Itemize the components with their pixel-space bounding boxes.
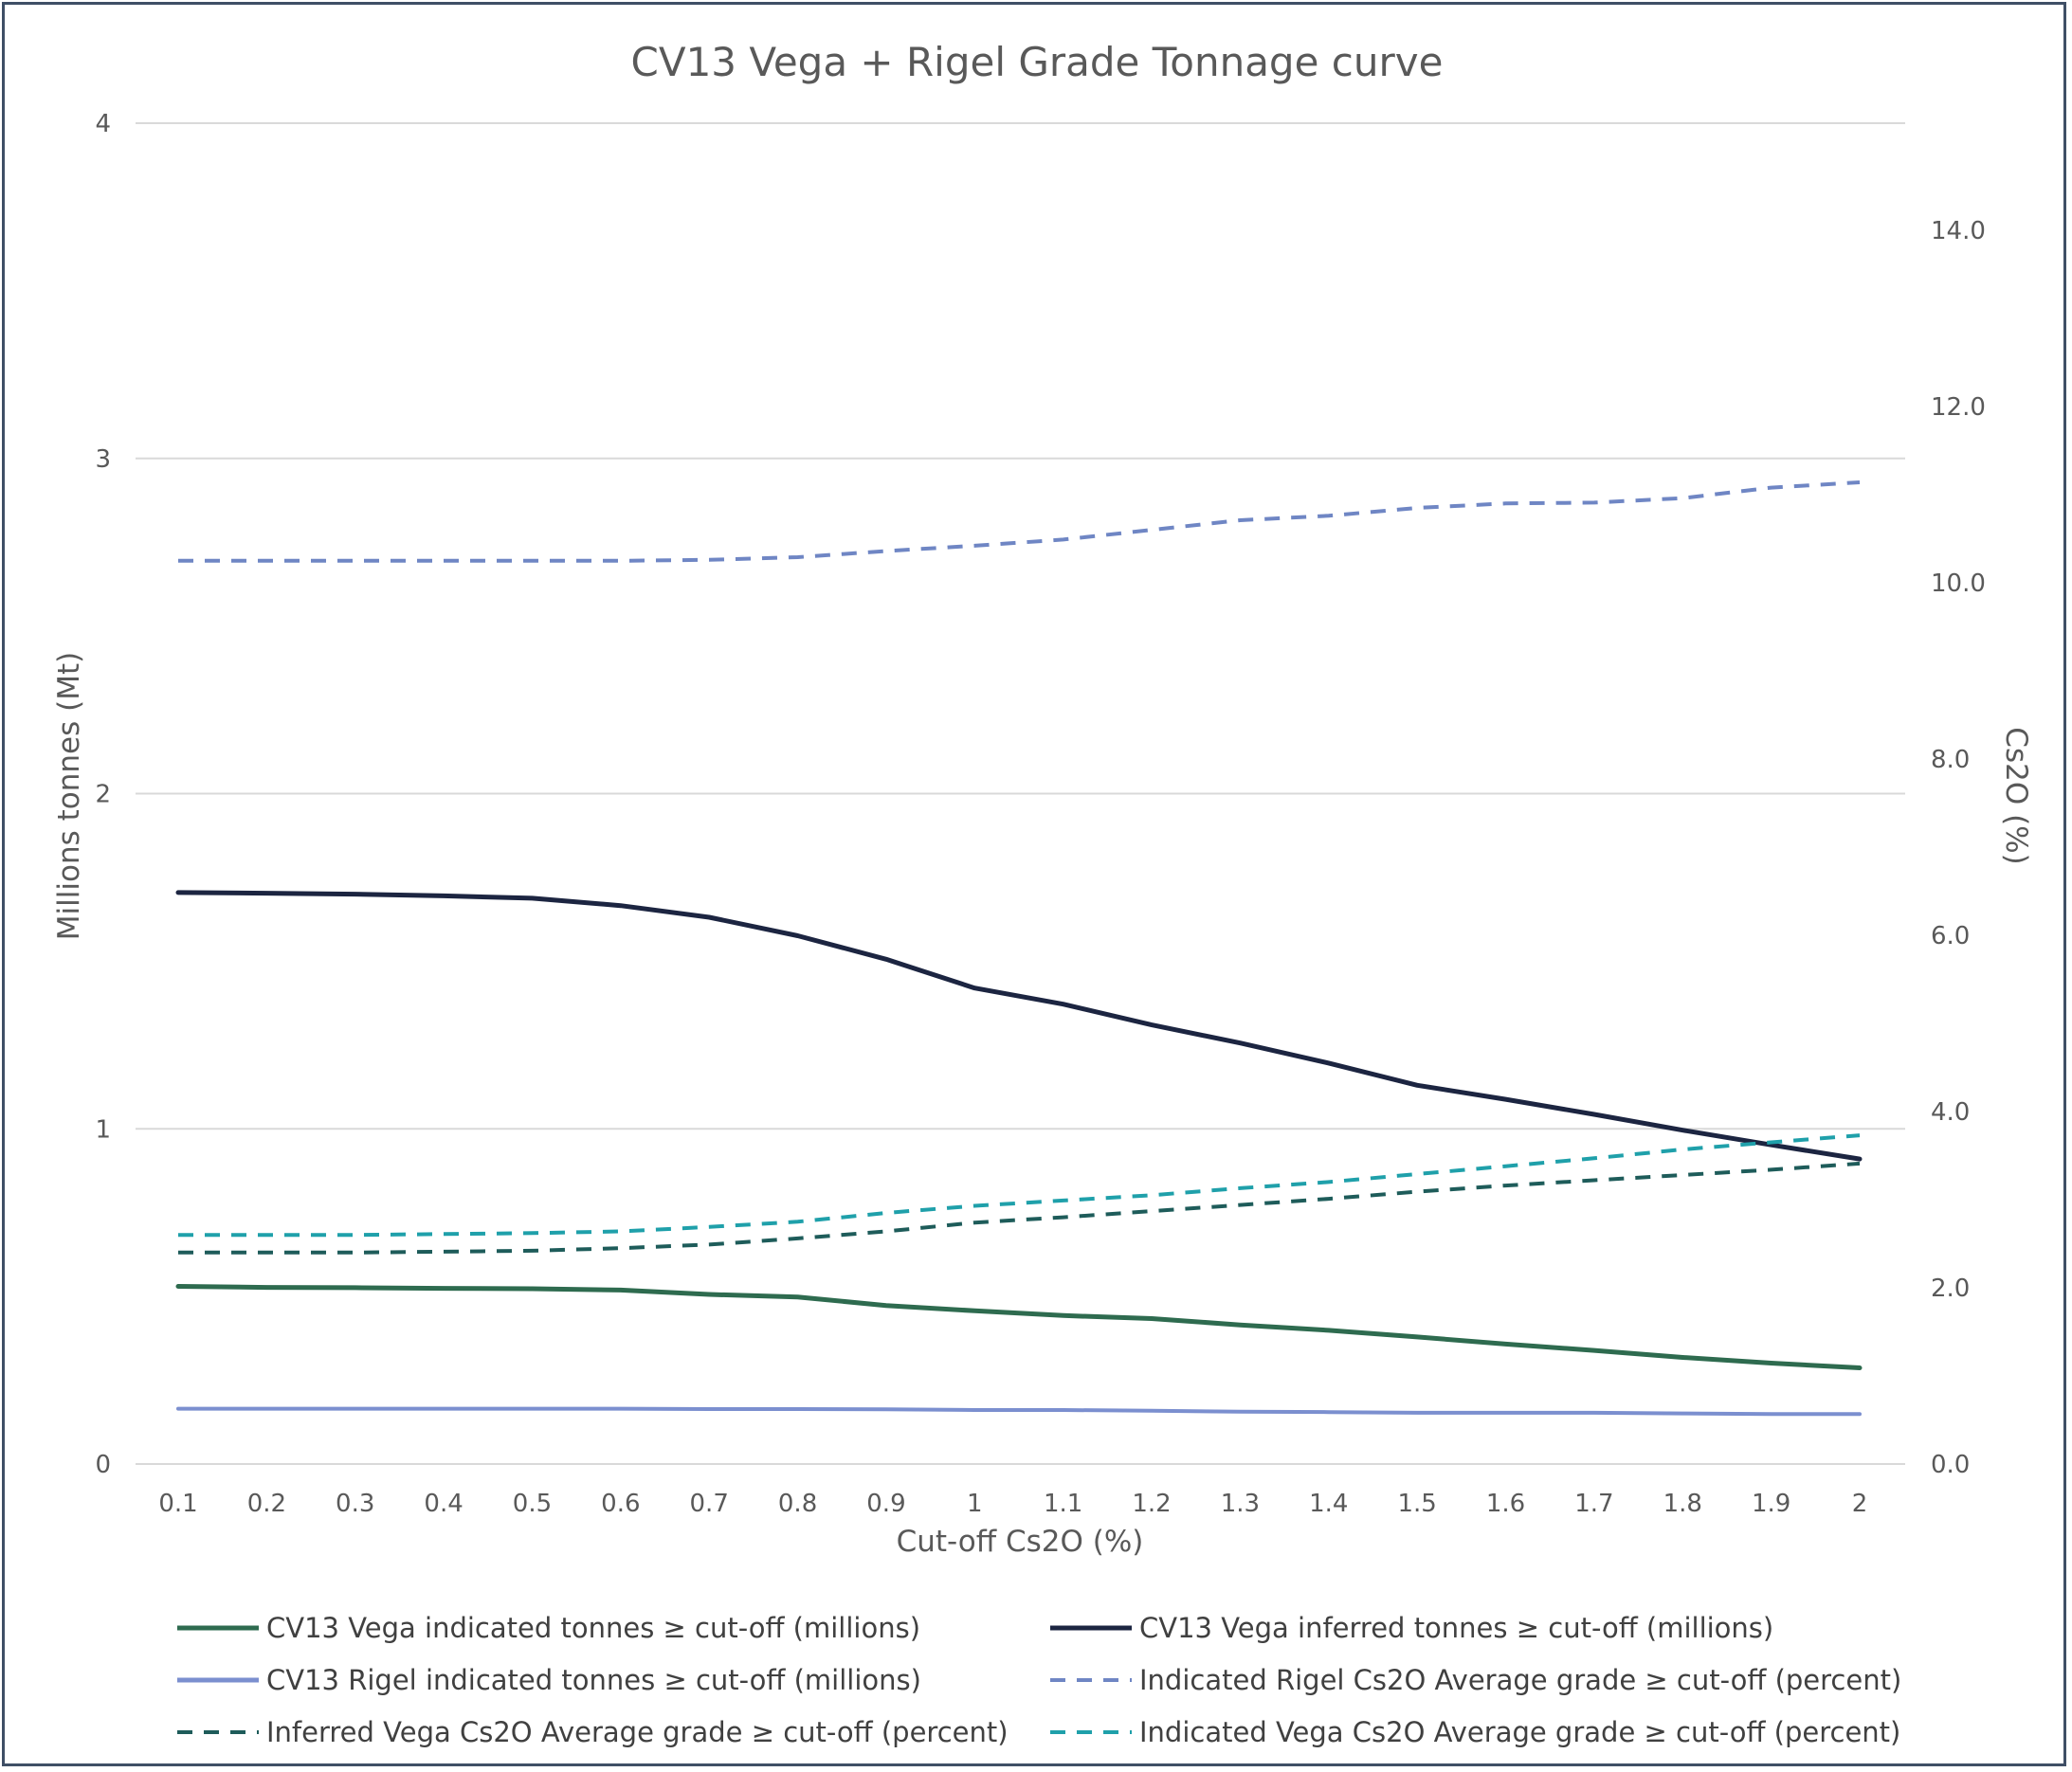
x-axis-label: Cut-off Cs2O (%) [897, 1525, 1144, 1559]
x-tick-label: 1.2 [1132, 1490, 1171, 1518]
left-tick-label: 0 [95, 1451, 111, 1479]
legend: CV13 Vega indicated tonnes ≥ cut-off (mi… [177, 1612, 1901, 1748]
x-tick-label: 1.7 [1574, 1490, 1613, 1518]
series-line-4 [178, 480, 1861, 563]
right-tick-label: 8.0 [1931, 746, 1970, 774]
legend-entry: CV13 Vega inferred tonnes ≥ cut-off (mil… [1139, 1612, 1773, 1644]
right-tick-label: 6.0 [1931, 922, 1970, 950]
x-tick-label: 1.1 [1044, 1490, 1082, 1518]
x-axis-ticks: 0.1 0.2 0.3 0.4 0.5 0.6 0.7 0.8 0.9 1 1.1 1.2 1.3 1.4… [158, 1490, 1867, 1518]
x-tick-label: 0.7 [690, 1490, 729, 1518]
x-tick-label: 0.2 [247, 1490, 286, 1518]
x-tick-label: 0.8 [778, 1490, 817, 1518]
gridlines [136, 122, 1905, 1465]
series-line-6 [178, 1133, 1861, 1238]
grade-tonnage-chart: CV13 Vega + Rigel Grade Tonnage curve 0 1… [52, 39, 2033, 1748]
y-axis-label: Millions tonnes (Mt) [52, 652, 86, 940]
right-tick-label: 12.0 [1931, 393, 1986, 422]
right-tick-label: 10.0 [1931, 570, 1986, 598]
series-line-1 [175, 1284, 1863, 1370]
series-line-3 [176, 1406, 1862, 1417]
x-tick-label: 1.6 [1486, 1490, 1525, 1518]
right-tick-label: 2.0 [1931, 1275, 1970, 1303]
chart-title: CV13 Vega + Rigel Grade Tonnage curve [631, 39, 1444, 85]
right-tick-label: 0.0 [1931, 1451, 1970, 1479]
x-tick-label: 0.4 [424, 1490, 463, 1518]
legend-entry: Indicated Vega Cs2O Average grade ≥ cut-… [1139, 1716, 1900, 1748]
series-lines [175, 480, 1863, 1417]
x-tick-label: 2 [1852, 1490, 1868, 1518]
x-tick-label: 1.4 [1309, 1490, 1348, 1518]
x-tick-label: 0.1 [158, 1490, 197, 1518]
left-axis-ticks: 0 1 2 3 4 [95, 110, 111, 1479]
x-tick-label: 0.3 [336, 1490, 374, 1518]
right-tick-label: 4.0 [1931, 1098, 1970, 1127]
left-tick-label: 3 [95, 445, 111, 474]
left-tick-label: 4 [95, 110, 111, 138]
x-tick-label: 1.8 [1663, 1490, 1702, 1518]
x-tick-label: 1.5 [1397, 1490, 1436, 1518]
x-tick-label: 1 [967, 1490, 983, 1518]
x-tick-label: 0.6 [601, 1490, 640, 1518]
left-tick-label: 1 [95, 1115, 111, 1144]
series-line-5 [178, 1161, 1861, 1255]
x-tick-label: 1.3 [1221, 1490, 1260, 1518]
x-tick-label: 1.9 [1752, 1490, 1790, 1518]
y2-axis-label: Cs2O (%) [1999, 727, 2033, 864]
x-tick-label: 0.9 [866, 1490, 905, 1518]
right-axis-ticks: 0.0 2.0 4.0 6.0 8.0 10.0 12.0 14.0 [1931, 217, 1986, 1479]
legend-entry: CV13 Vega indicated tonnes ≥ cut-off (mi… [266, 1612, 920, 1644]
left-tick-label: 2 [95, 781, 111, 809]
x-tick-label: 0.5 [513, 1490, 552, 1518]
series-line-2 [175, 890, 1863, 1162]
legend-entry: CV13 Rigel indicated tonnes ≥ cut-off (m… [266, 1664, 921, 1696]
legend-entry: Indicated Rigel Cs2O Average grade ≥ cut… [1139, 1664, 1901, 1696]
legend-entry: Inferred Vega Cs2O Average grade ≥ cut-o… [266, 1716, 1009, 1748]
right-tick-label: 14.0 [1931, 217, 1986, 245]
